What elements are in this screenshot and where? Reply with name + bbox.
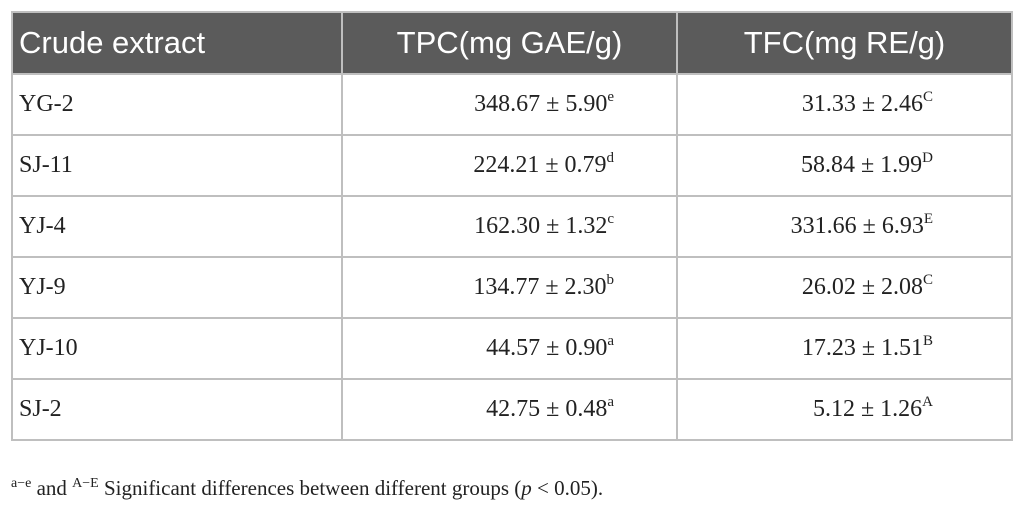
tpc-significance: b bbox=[606, 272, 615, 289]
tpc-value: 224.21 ± 0.79 bbox=[473, 152, 607, 178]
footnote-p-symbol: p bbox=[521, 476, 532, 500]
table-row: YJ-10 44.57 ± 0.90a 17.23 ± 1.51B bbox=[11, 317, 1013, 380]
tfc-significance: E bbox=[923, 211, 933, 228]
tpc-value: 134.77 ± 2.30 bbox=[473, 274, 607, 300]
tpc-cell: 224.21 ± 0.79d bbox=[341, 134, 678, 197]
tfc-significance: C bbox=[922, 272, 933, 289]
header-crude-extract: Crude extract bbox=[11, 11, 343, 75]
footnote-uppercase-range: A−E bbox=[72, 475, 99, 491]
tfc-value: 26.02 ± 2.08 bbox=[801, 274, 923, 300]
tfc-significance: C bbox=[922, 89, 933, 106]
tpc-cell: 162.30 ± 1.32c bbox=[341, 195, 678, 258]
tfc-cell: 26.02 ± 2.08C bbox=[676, 256, 1013, 319]
tpc-significance: e bbox=[607, 89, 614, 106]
tpc-value: 162.30 ± 1.32 bbox=[474, 213, 608, 239]
table-row: YJ-9 134.77 ± 2.30b 26.02 ± 2.08C bbox=[11, 256, 1013, 319]
tpc-cell: 134.77 ± 2.30b bbox=[341, 256, 678, 319]
tpc-value: 44.57 ± 0.90 bbox=[486, 335, 608, 361]
tfc-cell: 331.66 ± 6.93E bbox=[676, 195, 1013, 258]
tfc-cell: 58.84 ± 1.99D bbox=[676, 134, 1013, 197]
footnote-threshold: < 0.05). bbox=[531, 476, 604, 500]
tpc-significance: a bbox=[607, 333, 614, 350]
tpc-significance: c bbox=[607, 211, 614, 228]
header-tpc: TPC(mg GAE/g) bbox=[341, 11, 678, 75]
row-name: SJ-11 bbox=[11, 134, 343, 197]
row-name: YJ-10 bbox=[11, 317, 343, 380]
results-table-container: Crude extract TPC(mg GAE/g) TFC(mg RE/g)… bbox=[11, 11, 1013, 441]
tpc-significance: d bbox=[606, 150, 615, 167]
table-footnote: a−e and A−E Significant differences betw… bbox=[11, 476, 603, 501]
row-name: YJ-9 bbox=[11, 256, 343, 319]
tfc-value: 31.33 ± 2.46 bbox=[801, 91, 923, 117]
tpc-cell: 42.75 ± 0.48a bbox=[341, 378, 678, 441]
tpc-value: 42.75 ± 0.48 bbox=[486, 396, 608, 422]
tfc-cell: 17.23 ± 1.51B bbox=[676, 317, 1013, 380]
tfc-cell: 31.33 ± 2.46C bbox=[676, 73, 1013, 136]
tpc-significance: a bbox=[607, 394, 614, 411]
tfc-value: 17.23 ± 1.51 bbox=[801, 335, 923, 361]
tfc-value: 5.12 ± 1.26 bbox=[812, 396, 923, 422]
table-row: SJ-11 224.21 ± 0.79d 58.84 ± 1.99D bbox=[11, 134, 1013, 197]
tfc-value: 58.84 ± 1.99 bbox=[800, 152, 923, 178]
tpc-cell: 348.67 ± 5.90e bbox=[341, 73, 678, 136]
row-name: SJ-2 bbox=[11, 378, 343, 441]
table-row: YJ-4 162.30 ± 1.32c 331.66 ± 6.93E bbox=[11, 195, 1013, 258]
row-name: YJ-4 bbox=[11, 195, 343, 258]
footnote-text: Significant differences between differen… bbox=[98, 476, 522, 500]
tfc-significance: D bbox=[922, 150, 933, 167]
tpc-value: 348.67 ± 5.90 bbox=[474, 91, 608, 117]
header-row: Crude extract TPC(mg GAE/g) TFC(mg RE/g) bbox=[11, 11, 1013, 75]
footnote-and: and bbox=[31, 476, 73, 500]
results-table: Crude extract TPC(mg GAE/g) TFC(mg RE/g)… bbox=[11, 11, 1013, 441]
table-row: SJ-2 42.75 ± 0.48a 5.12 ± 1.26A bbox=[11, 378, 1013, 441]
tfc-significance: B bbox=[922, 333, 933, 350]
tpc-cell: 44.57 ± 0.90a bbox=[341, 317, 678, 380]
footnote-lowercase-range: a−e bbox=[11, 475, 32, 491]
table-row: YG-2 348.67 ± 5.90e 31.33 ± 2.46C bbox=[11, 73, 1013, 136]
row-name: YG-2 bbox=[11, 73, 343, 136]
tfc-value: 331.66 ± 6.93 bbox=[790, 213, 924, 239]
header-tfc: TFC(mg RE/g) bbox=[676, 11, 1013, 75]
tfc-cell: 5.12 ± 1.26A bbox=[676, 378, 1013, 441]
tfc-significance: A bbox=[922, 394, 933, 411]
